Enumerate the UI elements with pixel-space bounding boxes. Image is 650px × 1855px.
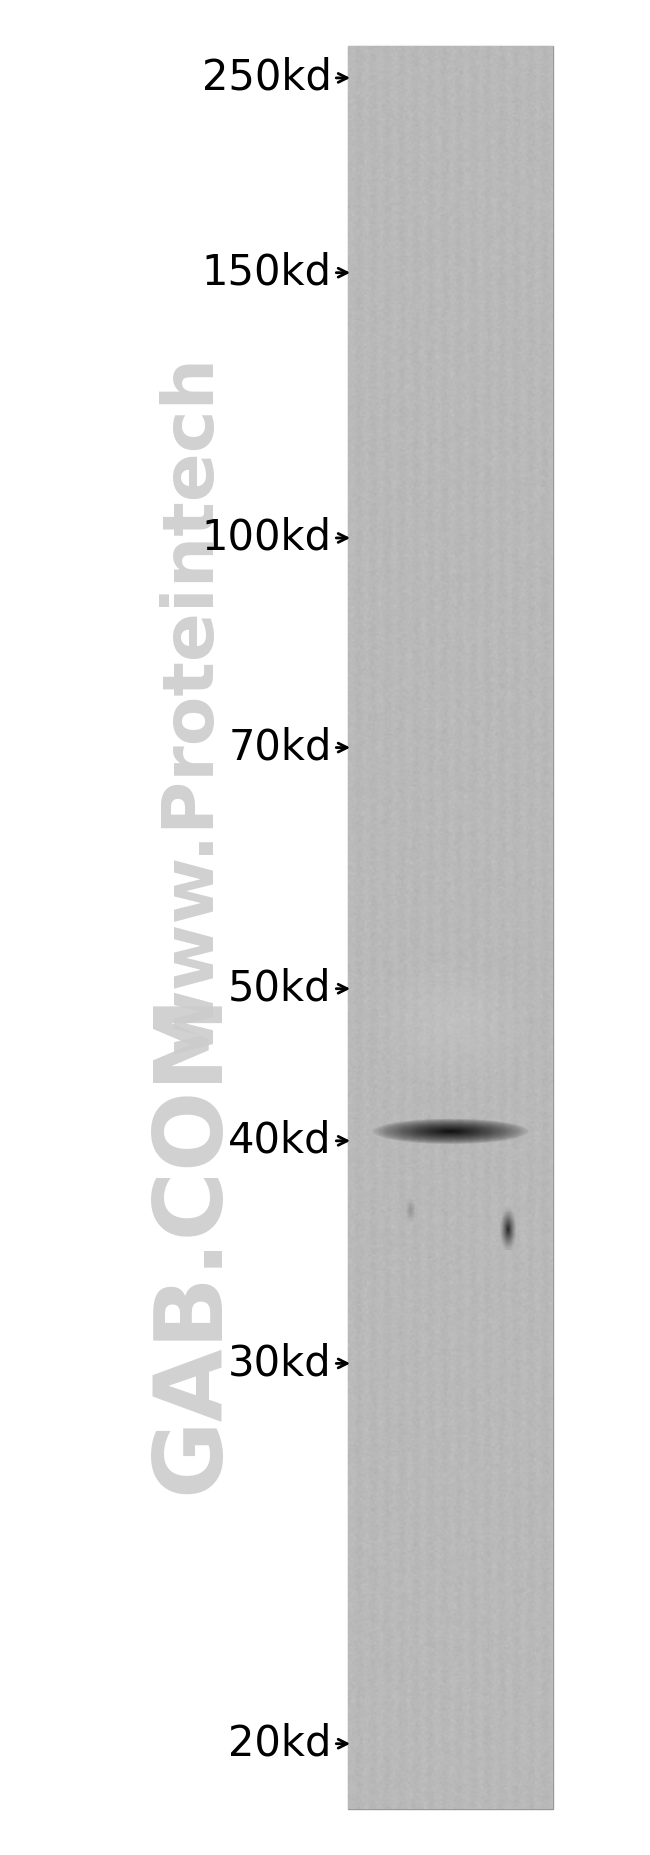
Text: 20kd: 20kd <box>228 1723 332 1764</box>
Text: 150kd: 150kd <box>202 252 332 293</box>
Text: 30kd: 30kd <box>228 1343 332 1384</box>
Bar <box>348 46 552 1809</box>
Text: GAB.COM: GAB.COM <box>146 992 238 1493</box>
Text: www.Proteintech: www.Proteintech <box>157 356 226 1054</box>
Text: 70kd: 70kd <box>228 727 332 768</box>
Text: 50kd: 50kd <box>228 968 332 1009</box>
Text: 250kd: 250kd <box>202 58 332 98</box>
Text: 40kd: 40kd <box>228 1120 332 1161</box>
Text: 100kd: 100kd <box>202 518 332 558</box>
